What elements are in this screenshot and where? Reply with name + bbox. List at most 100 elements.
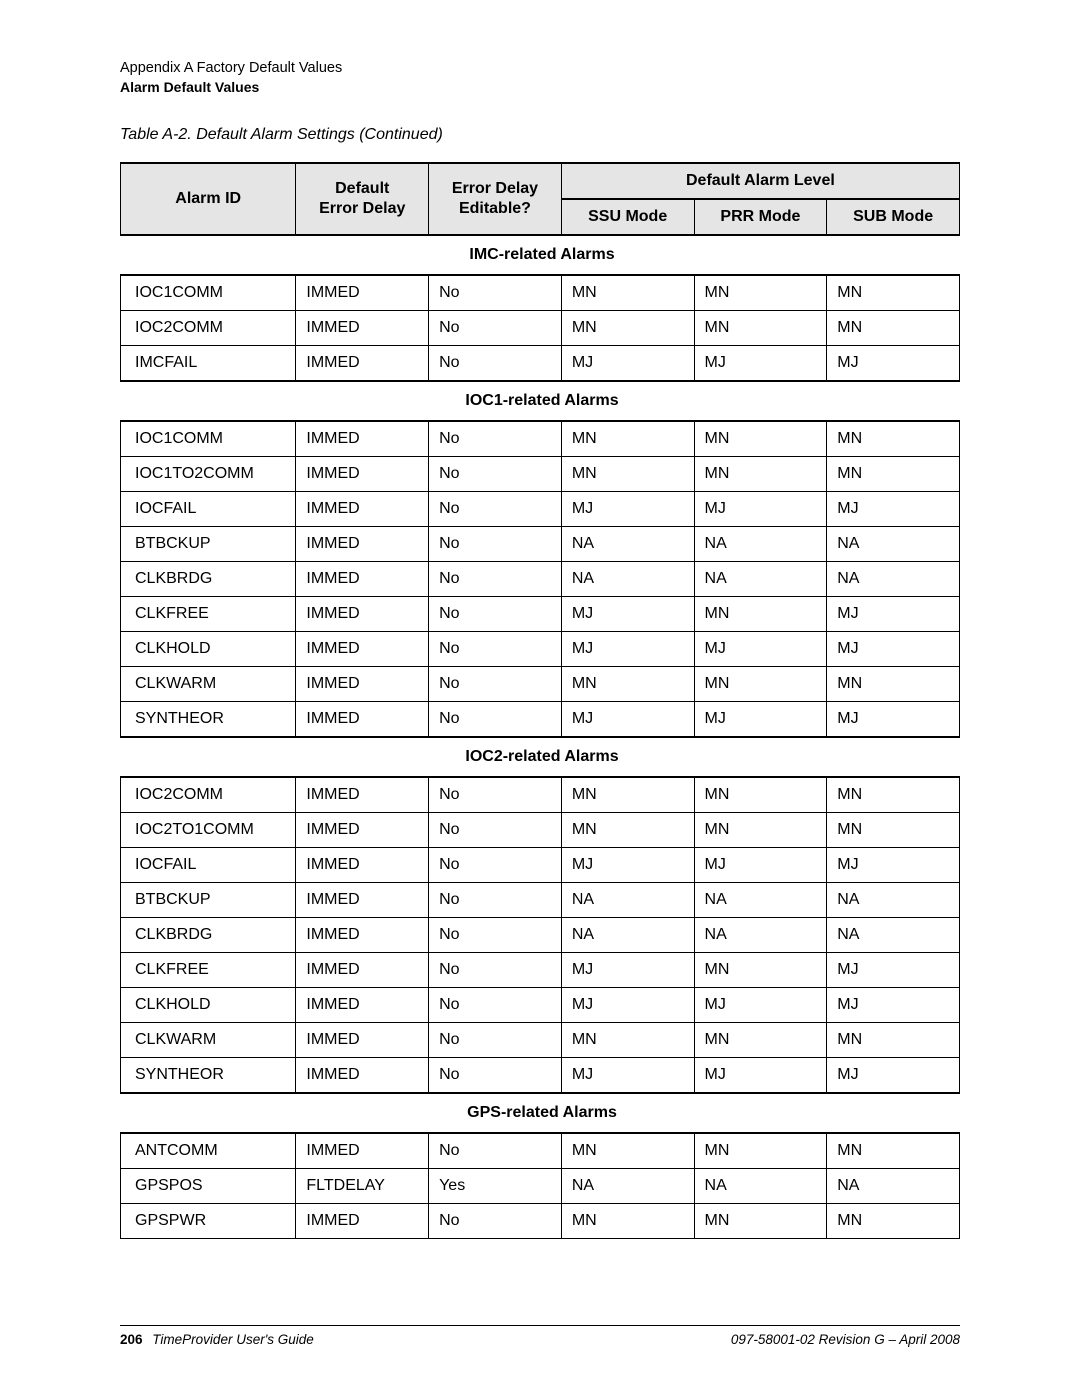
- cell-alarm-id: IOC2COMM: [121, 777, 296, 813]
- cell-default-error-delay: FLTDELAY: [296, 1168, 429, 1203]
- cell-sub-mode: MN: [827, 1022, 960, 1057]
- cell-default-error-delay: IMMED: [296, 917, 429, 952]
- cell-alarm-id: IOC1TO2COMM: [121, 456, 296, 491]
- cell-error-delay-editable: No: [429, 275, 562, 311]
- cell-sub-mode: MJ: [827, 345, 960, 381]
- col-default-alarm-level: Default Alarm Level: [561, 163, 959, 199]
- cell-prr-mode: MN: [694, 812, 827, 847]
- cell-alarm-id: IOC2COMM: [121, 310, 296, 345]
- cell-ssu-mode: MN: [561, 275, 694, 311]
- cell-alarm-id: CLKBRDG: [121, 561, 296, 596]
- table-header: Alarm ID Default Error Delay Error Delay…: [121, 163, 960, 235]
- cell-default-error-delay: IMMED: [296, 310, 429, 345]
- cell-alarm-id: BTBCKUP: [121, 882, 296, 917]
- cell-alarm-id: CLKHOLD: [121, 631, 296, 666]
- cell-default-error-delay: IMMED: [296, 456, 429, 491]
- cell-default-error-delay: IMMED: [296, 812, 429, 847]
- cell-sub-mode: NA: [827, 917, 960, 952]
- cell-alarm-id: CLKWARM: [121, 666, 296, 701]
- cell-sub-mode: MJ: [827, 596, 960, 631]
- cell-default-error-delay: IMMED: [296, 526, 429, 561]
- table-row: IOCFAILIMMEDNoMJMJMJ: [121, 847, 960, 882]
- section-header-row: GPS-related Alarms: [121, 1093, 960, 1133]
- cell-alarm-id: CLKFREE: [121, 952, 296, 987]
- cell-ssu-mode: MN: [561, 1022, 694, 1057]
- table-row: IOC2COMMIMMEDNoMNMNMN: [121, 777, 960, 813]
- cell-error-delay-editable: No: [429, 596, 562, 631]
- cell-error-delay-editable: No: [429, 701, 562, 737]
- cell-error-delay-editable: No: [429, 310, 562, 345]
- cell-prr-mode: MJ: [694, 491, 827, 526]
- cell-alarm-id: SYNTHEOR: [121, 701, 296, 737]
- cell-sub-mode: MJ: [827, 701, 960, 737]
- cell-default-error-delay: IMMED: [296, 952, 429, 987]
- cell-ssu-mode: MJ: [561, 701, 694, 737]
- cell-alarm-id: CLKWARM: [121, 1022, 296, 1057]
- table-row: CLKFREEIMMEDNoMJMNMJ: [121, 952, 960, 987]
- cell-sub-mode: NA: [827, 882, 960, 917]
- cell-prr-mode: MN: [694, 1133, 827, 1169]
- cell-error-delay-editable: No: [429, 631, 562, 666]
- cell-error-delay-editable: No: [429, 456, 562, 491]
- col-alarm-id: Alarm ID: [121, 163, 296, 235]
- cell-error-delay-editable: No: [429, 917, 562, 952]
- cell-prr-mode: MN: [694, 596, 827, 631]
- cell-prr-mode: NA: [694, 526, 827, 561]
- col-sub-mode: SUB Mode: [827, 199, 960, 235]
- footer-doc-title: TimeProvider User's Guide: [152, 1332, 314, 1347]
- col-default-error-delay: Default Error Delay: [296, 163, 429, 235]
- cell-ssu-mode: MJ: [561, 345, 694, 381]
- table-row: CLKWARMIMMEDNoMNMNMN: [121, 666, 960, 701]
- cell-error-delay-editable: No: [429, 847, 562, 882]
- cell-sub-mode: MJ: [827, 847, 960, 882]
- section-header-row: IMC-related Alarms: [121, 235, 960, 275]
- cell-ssu-mode: MJ: [561, 1057, 694, 1093]
- cell-alarm-id: BTBCKUP: [121, 526, 296, 561]
- cell-prr-mode: MN: [694, 310, 827, 345]
- cell-default-error-delay: IMMED: [296, 987, 429, 1022]
- cell-error-delay-editable: No: [429, 561, 562, 596]
- section-header-row: IOC2-related Alarms: [121, 737, 960, 777]
- page-number: 206: [120, 1332, 143, 1347]
- cell-sub-mode: MJ: [827, 987, 960, 1022]
- cell-default-error-delay: IMMED: [296, 421, 429, 457]
- cell-sub-mode: MN: [827, 666, 960, 701]
- cell-sub-mode: MJ: [827, 1057, 960, 1093]
- table-row: CLKHOLDIMMEDNoMJMJMJ: [121, 987, 960, 1022]
- cell-default-error-delay: IMMED: [296, 1022, 429, 1057]
- cell-default-error-delay: IMMED: [296, 561, 429, 596]
- cell-alarm-id: GPSPOS: [121, 1168, 296, 1203]
- cell-alarm-id: CLKFREE: [121, 596, 296, 631]
- cell-ssu-mode: MJ: [561, 847, 694, 882]
- cell-default-error-delay: IMMED: [296, 701, 429, 737]
- cell-ssu-mode: MJ: [561, 987, 694, 1022]
- cell-prr-mode: MJ: [694, 1057, 827, 1093]
- footer-left: 206 TimeProvider User's Guide: [120, 1332, 314, 1347]
- col-prr-mode: PRR Mode: [694, 199, 827, 235]
- section-title: GPS-related Alarms: [121, 1093, 960, 1133]
- cell-prr-mode: MJ: [694, 345, 827, 381]
- cell-ssu-mode: MJ: [561, 596, 694, 631]
- cell-prr-mode: MN: [694, 421, 827, 457]
- header-line-1: Appendix A Factory Default Values: [120, 58, 960, 78]
- cell-error-delay-editable: No: [429, 345, 562, 381]
- table-row: CLKFREEIMMEDNoMJMNMJ: [121, 596, 960, 631]
- cell-ssu-mode: MN: [561, 666, 694, 701]
- col-error-delay-editable-l1: Error Delay: [452, 180, 538, 197]
- cell-error-delay-editable: No: [429, 952, 562, 987]
- col-default-error-delay-l2: Error Delay: [319, 200, 405, 217]
- cell-error-delay-editable: No: [429, 1022, 562, 1057]
- cell-error-delay-editable: No: [429, 987, 562, 1022]
- cell-sub-mode: MN: [827, 310, 960, 345]
- cell-alarm-id: CLKHOLD: [121, 987, 296, 1022]
- cell-default-error-delay: IMMED: [296, 1133, 429, 1169]
- table-row: CLKBRDGIMMEDNoNANANA: [121, 917, 960, 952]
- cell-ssu-mode: MJ: [561, 491, 694, 526]
- cell-error-delay-editable: No: [429, 1133, 562, 1169]
- cell-ssu-mode: MJ: [561, 631, 694, 666]
- cell-sub-mode: MN: [827, 1203, 960, 1238]
- cell-sub-mode: NA: [827, 561, 960, 596]
- cell-sub-mode: MN: [827, 1133, 960, 1169]
- cell-sub-mode: MN: [827, 421, 960, 457]
- cell-prr-mode: NA: [694, 882, 827, 917]
